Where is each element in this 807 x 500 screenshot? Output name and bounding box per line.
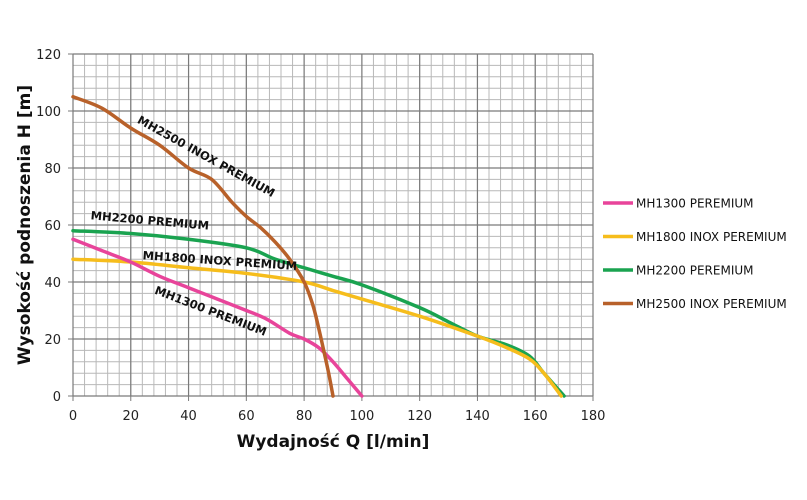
x-tick-label: 60	[238, 409, 255, 424]
legend-label: MH2200 PEREMIUM	[636, 264, 754, 278]
curves	[71, 95, 566, 398]
x-axis-title: Wydajność Q [l/min]	[237, 432, 430, 452]
y-tick-label: 0	[53, 390, 61, 405]
y-tick-label: 100	[36, 105, 61, 120]
y-axis-title: Wysokość podnoszenia H [m]	[15, 85, 35, 365]
x-tick-label: 120	[407, 409, 432, 424]
y-tick-label: 40	[44, 276, 61, 291]
x-tick-label: 140	[465, 409, 490, 424]
axis-ticks: 0 20 40 60 80 100 120 140 160 180 0 20 40 60 80 100 120	[36, 48, 605, 424]
y-tick-label: 120	[36, 48, 61, 63]
y-tick-label: 20	[44, 333, 61, 348]
legend-item: MH2200 PEREMIUM	[603, 264, 754, 278]
x-tick-label: 160	[523, 409, 548, 424]
x-tick-label: 40	[180, 409, 197, 424]
legend-label: MH1300 PEREMIUM	[636, 197, 754, 211]
x-tick-label: 20	[123, 409, 140, 424]
curve-mh2200-premium	[71, 228, 566, 398]
x-tick-label: 0	[69, 409, 77, 424]
x-tick-label: 100	[349, 409, 374, 424]
y-tick-label: 80	[44, 162, 61, 177]
legend: MH1300 PEREMIUM MH1800 INOX PEREMIUM MH220…	[603, 197, 787, 311]
x-tick-label: 180	[581, 409, 606, 424]
legend-label: MH1800 INOX PEREMIUM	[636, 230, 787, 244]
y-tick-label: 60	[44, 219, 61, 234]
legend-item: MH1300 PEREMIUM	[603, 197, 754, 211]
curve-mh2500-inox-premium	[71, 95, 335, 398]
x-tick-label: 80	[296, 409, 313, 424]
legend-item: MH1800 INOX PEREMIUM	[603, 230, 787, 244]
curve-mh1800-inox-premium	[71, 257, 563, 398]
legend-label: MH2500 INOX PEREMIUM	[636, 297, 787, 311]
curve-mh1300-premium	[71, 237, 364, 398]
legend-item: MH2500 INOX PEREMIUM	[603, 297, 787, 311]
